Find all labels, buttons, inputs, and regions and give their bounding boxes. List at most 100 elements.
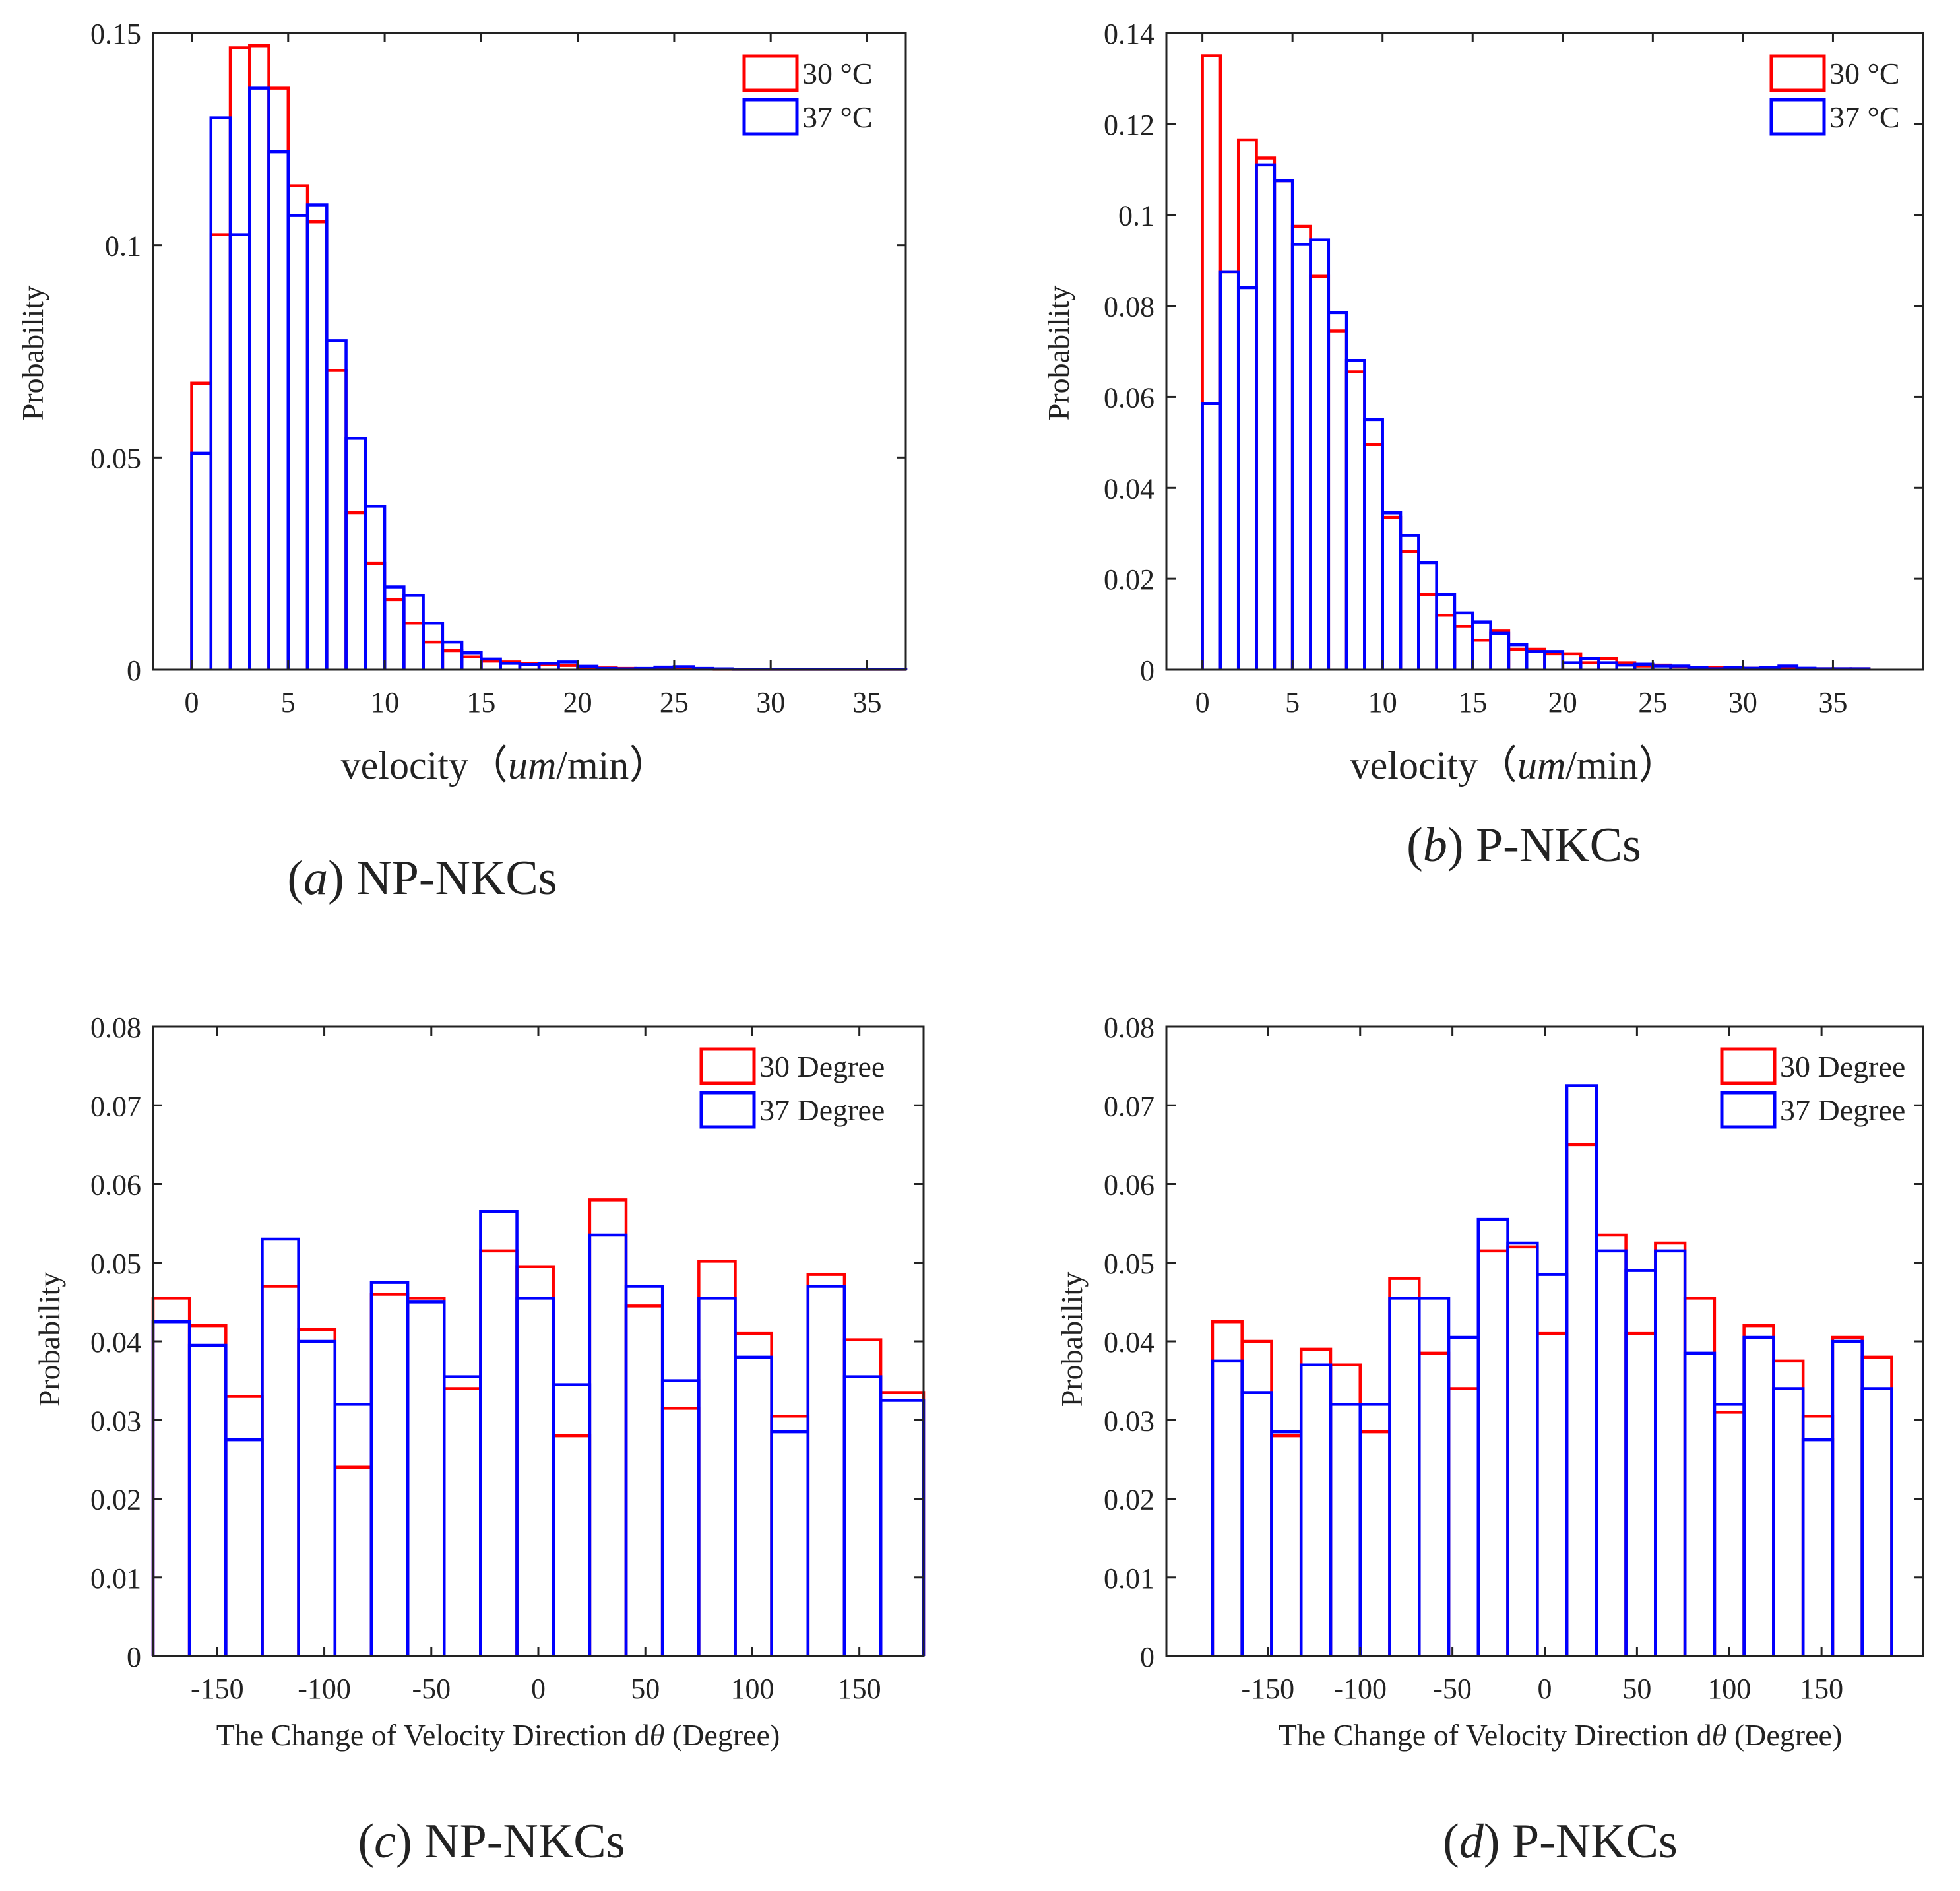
histogram-bar <box>1435 593 1457 670</box>
histogram-bar <box>1201 402 1222 670</box>
series-37-degree <box>1211 1084 1893 1656</box>
histogram-bar <box>1453 625 1474 670</box>
histogram-bar <box>479 1249 519 1656</box>
histogram-bar <box>1418 1351 1451 1656</box>
histogram-bar <box>697 1260 737 1656</box>
histogram-bar <box>1801 1438 1835 1656</box>
histogram-bar <box>187 1343 228 1656</box>
histogram-bar <box>422 621 445 670</box>
legend: 30 °C 37 °C <box>1769 54 1900 136</box>
y-tick-label: 0.07 <box>1104 1090 1154 1122</box>
plot-frame <box>152 32 907 671</box>
histogram-bar <box>1417 593 1438 670</box>
histogram-bar <box>1435 614 1457 670</box>
histogram-bar <box>1240 1339 1273 1656</box>
histogram-bar <box>1218 270 1240 670</box>
histogram-bar <box>1772 1359 1805 1656</box>
histogram-bar <box>344 511 367 670</box>
histogram-bar <box>1344 370 1366 670</box>
histogram-bar <box>1344 359 1366 670</box>
histogram-bar <box>1255 156 1277 670</box>
histogram-bar <box>1831 1335 1864 1656</box>
histogram-bar <box>1255 163 1277 670</box>
histogram-bar <box>1218 270 1240 670</box>
histogram-bar <box>1654 1241 1687 1656</box>
x-tick-label: 50 <box>631 1673 660 1705</box>
histogram-bar <box>1273 179 1294 670</box>
histogram-bar <box>442 1375 482 1656</box>
histogram-bar <box>286 214 309 670</box>
x-tick-label: 25 <box>1638 686 1667 719</box>
histogram-bar <box>1489 631 1511 670</box>
y-tick-label: 0.04 <box>90 1326 141 1359</box>
x-tick-label: 35 <box>1818 686 1847 719</box>
histogram-bar <box>1381 515 1403 670</box>
histogram-bar <box>402 594 425 670</box>
legend-swatch <box>699 1047 756 1085</box>
x-tick-label: 0 <box>185 686 199 719</box>
histogram-bar <box>1309 274 1331 670</box>
histogram-bar <box>190 381 213 670</box>
histogram-bar <box>1290 224 1312 670</box>
histogram-bar <box>1327 329 1348 670</box>
histogram-bar <box>1506 1245 1539 1656</box>
x-tick-label: 35 <box>852 686 881 719</box>
y-tick-label: 0.05 <box>90 1248 141 1280</box>
y-axis-label: Probability <box>16 286 49 420</box>
y-tick-label: 0.06 <box>1104 1169 1154 1202</box>
histogram-bar <box>383 598 406 670</box>
histogram-bar <box>1363 443 1384 670</box>
histogram-bar <box>1831 1339 1864 1656</box>
histogram-bar <box>1713 1403 1746 1656</box>
chart-b: 0 0.02 0.04 0.06 0.08 0.1 0.12 0.14 0 5 10 15 20 25 30… <box>1042 18 1924 872</box>
legend: 30 Degree 37 Degree <box>699 1047 885 1129</box>
histogram-bar <box>624 1285 664 1656</box>
histogram-bar <box>209 116 232 670</box>
y-tick-label: 0.03 <box>90 1405 141 1437</box>
x-tick-label: 10 <box>1368 686 1397 719</box>
legend-label: 37 °C <box>802 100 873 134</box>
histogram-bar <box>734 1331 773 1656</box>
x-tick-label: 20 <box>563 686 592 719</box>
panel-caption: (d) P-NKCs <box>1443 1814 1678 1869</box>
x-axis-label: The Change of Velocity Direction dθ (Deg… <box>1279 1718 1843 1752</box>
x-tick-label: 5 <box>1285 686 1300 719</box>
histogram-bar <box>1742 1335 1775 1656</box>
histogram-bar <box>1654 1249 1687 1656</box>
y-tick-label: 0.08 <box>1104 1011 1154 1044</box>
y-tick-label: 0.1 <box>1118 200 1154 232</box>
legend-label: 37 Degree <box>1780 1093 1905 1127</box>
legend-swatch <box>1720 1091 1777 1129</box>
histogram-bar <box>1713 1411 1746 1656</box>
histogram-bar <box>1453 611 1474 670</box>
histogram-bar <box>1860 1355 1893 1656</box>
histogram-bar <box>1236 286 1258 670</box>
legend-label: 30 °C <box>802 57 873 90</box>
chart-c: 0 0.01 0.02 0.03 0.04 0.05 0.06 0.07 0.08 -150 -10… <box>32 1011 926 1869</box>
histogram-bar <box>1772 1387 1805 1656</box>
histogram-bar <box>228 46 251 670</box>
histogram-bar <box>1471 620 1492 670</box>
series-37-degree <box>151 1209 926 1656</box>
y-tick-label: 0 <box>127 1641 141 1673</box>
histogram-bar <box>286 184 309 670</box>
histogram-bar <box>660 1407 701 1656</box>
histogram-bar <box>1447 1335 1480 1656</box>
legend-label: 37 °C <box>1829 100 1900 134</box>
histogram-bar <box>697 1297 737 1656</box>
histogram-bar <box>879 1391 926 1656</box>
legend-label: 30 Degree <box>1780 1050 1905 1083</box>
histogram-bar <box>842 1375 883 1656</box>
histogram-bar <box>364 561 387 670</box>
histogram-bar <box>325 369 348 670</box>
histogram-bar <box>1489 629 1511 670</box>
histogram-bar <box>1270 1430 1303 1656</box>
y-tick-label: 0 <box>1140 1641 1154 1673</box>
x-axis-label: The Change of Velocity Direction dθ (Deg… <box>216 1718 780 1752</box>
histogram-bar <box>209 233 232 670</box>
x-tick-label: 15 <box>1458 686 1487 719</box>
histogram-bar <box>1358 1430 1391 1656</box>
y-tick-label: 0.06 <box>1104 381 1154 414</box>
histogram-bar <box>344 437 367 670</box>
histogram-bar <box>1417 561 1438 670</box>
